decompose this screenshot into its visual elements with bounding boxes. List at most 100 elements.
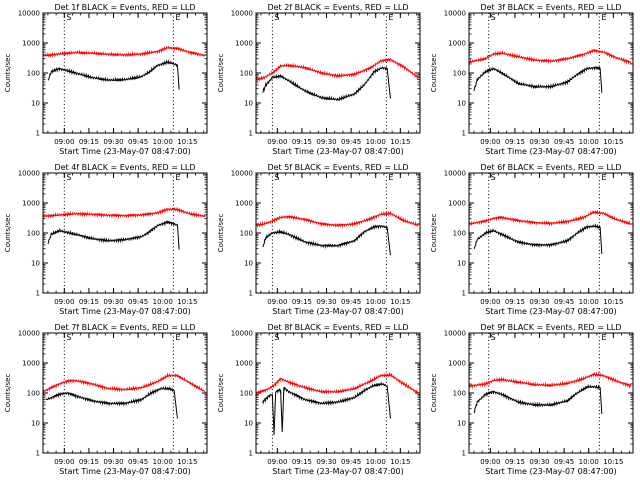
lld-series-line: [255, 57, 419, 82]
x-tick-label: 10:15: [177, 458, 197, 466]
x-tick-label: 09:45: [554, 458, 574, 466]
x-tick-label: 10:15: [603, 458, 623, 466]
x-tick-label: 10:00: [579, 138, 599, 146]
x-tick-label: 09:15: [79, 458, 99, 466]
x-tick-label: 09:45: [341, 298, 361, 306]
chart-title: Det 1f BLACK = Events, RED = LLD: [54, 3, 195, 12]
x-tick-label: 09:15: [292, 458, 312, 466]
x-tick-label: 10:00: [366, 458, 386, 466]
y-tick-label: 10: [31, 260, 40, 268]
x-tick-label: 10:00: [366, 138, 386, 146]
chart-title: Det 3f BLACK = Events, RED = LLD: [480, 3, 621, 12]
y-tick-label: 1: [249, 450, 253, 458]
chart-panel-7: Det 7f BLACK = Events, RED = LLD Counts/s…: [4, 323, 208, 476]
y-axis-label: Counts/sec: [217, 374, 225, 413]
chart-title: Det 7f BLACK = Events, RED = LLD: [54, 323, 195, 332]
time-marker-label: E: [175, 173, 180, 182]
chart-panel-8: Det 8f BLACK = Events, RED = LLD Counts/s…: [217, 323, 421, 476]
time-marker-label: S: [491, 333, 496, 342]
events-series-line: [47, 59, 180, 90]
chart-title: Det 4f BLACK = Events, RED = LLD: [54, 163, 195, 172]
chart-panel-6: Det 6f BLACK = Events, RED = LLD Counts/s…: [430, 163, 634, 316]
x-tick-label: 09:30: [529, 138, 549, 146]
chart-panel-2: Det 2f BLACK = Events, RED = LLD Counts/s…: [217, 3, 421, 156]
x-tick-label: 09:30: [103, 298, 123, 306]
lld-series-line: [255, 371, 419, 396]
y-axis-label: Counts/sec: [430, 374, 438, 413]
y-tick-label: 10000: [231, 10, 253, 18]
y-tick-label: 100: [27, 70, 40, 78]
time-marker-label: S: [66, 333, 71, 342]
y-tick-label: 1: [462, 130, 466, 138]
x-tick-label: 09:15: [79, 298, 99, 306]
x-tick-label: 10:15: [603, 298, 623, 306]
x-axis-label: Start Time (23-May-07 08:47:00): [272, 147, 403, 156]
chart-panel-3: Det 3f BLACK = Events, RED = LLD Counts/s…: [430, 3, 634, 156]
chart-title: Det 2f BLACK = Events, RED = LLD: [267, 3, 408, 12]
y-axis-label: Counts/sec: [4, 374, 12, 413]
time-marker-label: E: [175, 333, 180, 342]
plot-frame: [42, 172, 208, 294]
x-tick-label: 10:15: [390, 138, 410, 146]
x-axis-label: Start Time (23-May-07 08:47:00): [59, 147, 190, 156]
y-tick-label: 10: [457, 100, 466, 108]
x-tick-label: 10:15: [390, 458, 410, 466]
y-tick-label: 10: [457, 260, 466, 268]
time-marker-label: S: [274, 333, 279, 342]
time-marker-label: S: [491, 173, 496, 182]
x-tick-label: 09:45: [128, 138, 148, 146]
lld-series-line: [42, 206, 206, 219]
y-tick-label: 1: [36, 450, 40, 458]
time-marker-label: S: [274, 173, 279, 182]
y-tick-label: 100: [240, 390, 253, 398]
time-marker-label: S: [66, 13, 71, 22]
x-axis-label: Start Time (23-May-07 08:47:00): [272, 467, 403, 476]
x-tick-label: 09:15: [505, 458, 525, 466]
time-marker-label: S: [491, 13, 496, 22]
x-tick-label: 10:00: [579, 298, 599, 306]
y-tick-label: 10000: [18, 170, 40, 178]
events-series-line: [262, 66, 391, 102]
x-tick-label: 09:00: [480, 458, 500, 466]
x-tick-label: 09:30: [529, 458, 549, 466]
y-tick-label: 1000: [448, 200, 466, 208]
lld-series-line: [42, 45, 206, 58]
chart-panel-4: Det 4f BLACK = Events, RED = LLD Counts/s…: [4, 163, 208, 316]
time-marker-label: E: [388, 333, 393, 342]
x-tick-label: 09:00: [54, 138, 74, 146]
lld-series-line: [468, 209, 632, 227]
time-marker-label: E: [601, 13, 606, 22]
y-tick-label: 1: [249, 130, 253, 138]
events-series-line: [473, 383, 603, 415]
y-tick-label: 10000: [444, 10, 466, 18]
y-tick-label: 10000: [231, 330, 253, 338]
x-tick-label: 09:15: [505, 298, 525, 306]
y-tick-label: 1: [249, 290, 253, 298]
x-tick-label: 10:00: [366, 298, 386, 306]
x-tick-label: 09:00: [480, 138, 500, 146]
lld-series-line: [42, 372, 206, 394]
x-tick-label: 09:15: [292, 298, 312, 306]
x-tick-label: 10:15: [177, 138, 197, 146]
x-tick-label: 10:00: [579, 458, 599, 466]
x-tick-label: 09:00: [480, 298, 500, 306]
y-tick-label: 1000: [235, 40, 253, 48]
y-tick-label: 1000: [448, 40, 466, 48]
chart-panel-5: Det 5f BLACK = Events, RED = LLD Counts/s…: [217, 163, 421, 316]
plot-frame: [255, 12, 421, 134]
y-tick-label: 100: [27, 230, 40, 238]
y-tick-label: 1: [462, 450, 466, 458]
time-marker-label: E: [601, 173, 606, 182]
x-tick-label: 09:30: [316, 138, 336, 146]
y-tick-label: 10000: [18, 330, 40, 338]
y-tick-label: 10: [31, 420, 40, 428]
events-series-line: [47, 220, 180, 250]
events-series-line: [262, 224, 391, 256]
chart-title: Det 8f BLACK = Events, RED = LLD: [267, 323, 408, 332]
x-axis-label: Start Time (23-May-07 08:47:00): [59, 307, 190, 316]
y-tick-label: 1000: [448, 360, 466, 368]
events-series-line: [262, 381, 391, 435]
x-tick-label: 09:30: [103, 458, 123, 466]
lld-series-line: [255, 210, 419, 229]
time-marker-label: S: [274, 13, 279, 22]
